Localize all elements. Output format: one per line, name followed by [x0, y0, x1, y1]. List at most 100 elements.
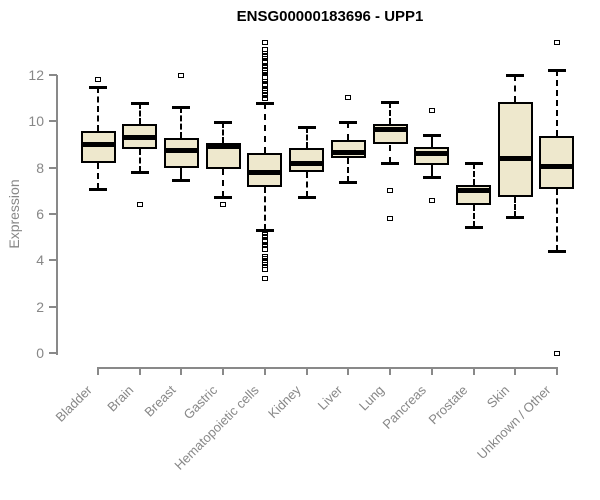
x-axis-tick: [430, 367, 433, 375]
outlier-point: [95, 77, 101, 83]
median-line: [122, 135, 158, 141]
y-tick-label: 10: [28, 113, 44, 130]
outlier-point: [178, 72, 185, 78]
lower-whisker-cap: [381, 162, 400, 166]
x-axis-tick: [222, 367, 225, 375]
lower-whisker-cap: [297, 195, 316, 199]
outlier-point: [261, 74, 268, 80]
x-axis-line: [97, 367, 558, 369]
lower-whisker: [97, 163, 99, 189]
x-axis-tick: [305, 367, 308, 375]
median-line: [497, 155, 533, 161]
upper-whisker-cap: [214, 121, 233, 125]
x-axis-tick: [389, 367, 392, 375]
median-line: [456, 188, 492, 194]
upper-whisker: [430, 135, 433, 147]
outlier-point: [261, 247, 268, 253]
outlier-point: [261, 47, 268, 53]
y-axis-tick: [49, 74, 57, 76]
outlier-point: [553, 40, 560, 46]
x-axis-tick: [180, 367, 183, 375]
median-line: [330, 150, 366, 156]
median-line: [289, 160, 325, 166]
lower-whisker-cap: [130, 171, 149, 175]
y-tick-label: 2: [36, 298, 44, 315]
upper-whisker: [97, 86, 99, 131]
outlier-point: [261, 276, 268, 282]
outlier-point: [387, 188, 394, 194]
x-tick-label: Brain: [104, 382, 137, 415]
outlier-point: [136, 202, 143, 208]
y-axis-tick: [49, 120, 57, 123]
outlier-point: [428, 197, 435, 203]
lower-whisker: [514, 196, 517, 218]
upper-whisker-cap: [255, 101, 274, 105]
median-line: [414, 151, 450, 157]
y-tick-label: 6: [36, 206, 44, 222]
upper-whisker-cap: [464, 162, 483, 166]
upper-whisker-cap: [297, 126, 316, 130]
lower-whisker: [263, 187, 266, 231]
outlier-point: [261, 40, 268, 46]
lower-whisker-cap: [464, 225, 483, 229]
median-line: [80, 142, 116, 147]
y-axis-tick: [49, 259, 57, 262]
y-tick-label: 8: [36, 159, 44, 176]
upper-whisker: [305, 127, 308, 148]
upper-whisker: [555, 70, 558, 137]
outlier-point: [387, 216, 394, 222]
upper-whisker: [389, 101, 392, 124]
upper-whisker: [263, 102, 266, 153]
x-tick-label: Skin: [483, 382, 513, 411]
lower-whisker: [180, 167, 183, 181]
lower-whisker-cap: [339, 180, 358, 184]
median-line: [163, 147, 199, 153]
lower-whisker-cap: [214, 195, 233, 199]
median-line: [205, 144, 241, 150]
y-tick-label: 12: [28, 67, 44, 83]
upper-whisker-cap: [89, 85, 107, 89]
median-line: [247, 169, 283, 175]
outlier-point: [261, 267, 268, 273]
lower-whisker: [389, 144, 392, 164]
x-axis-tick: [263, 367, 266, 375]
x-tick-label: Prostate: [425, 382, 471, 428]
x-tick-label: Liver: [314, 382, 346, 413]
upper-whisker-cap: [130, 101, 149, 105]
upper-whisker-cap: [506, 74, 525, 77]
x-axis-tick: [97, 367, 99, 375]
x-tick-label: Gastric: [180, 382, 221, 423]
outlier-point: [220, 202, 227, 208]
x-tick-label: Kidney: [264, 382, 304, 422]
lower-whisker-cap: [506, 216, 525, 220]
upper-whisker: [514, 75, 517, 102]
x-tick-label: Pancreas: [379, 382, 429, 432]
upper-whisker-cap: [381, 100, 400, 104]
lower-whisker-cap: [89, 187, 107, 191]
y-tick-label: 0: [36, 345, 44, 361]
lower-whisker-cap: [422, 175, 441, 179]
upper-whisker-cap: [339, 121, 358, 125]
x-axis-tick: [138, 367, 141, 375]
upper-whisker-cap: [422, 134, 441, 138]
lower-whisker-cap: [255, 229, 274, 233]
lower-whisker: [347, 158, 350, 182]
x-tick-label: Breast: [141, 382, 179, 420]
y-axis-line: [56, 75, 58, 355]
x-axis-tick: [347, 367, 350, 375]
lower-whisker: [430, 165, 433, 177]
lower-whisker: [138, 149, 141, 173]
upper-whisker-cap: [172, 106, 191, 110]
y-axis-tick: [49, 352, 57, 354]
iqr-box: [539, 136, 575, 189]
upper-whisker: [347, 122, 350, 140]
y-axis-tick: [49, 166, 57, 169]
upper-whisker: [472, 163, 475, 186]
upper-whisker-cap: [547, 69, 566, 73]
x-axis-tick: [472, 367, 475, 375]
y-tick-label: 4: [36, 252, 44, 269]
x-axis-tick: [514, 367, 517, 375]
y-axis-tick: [49, 305, 57, 308]
outlier-point: [428, 108, 435, 114]
